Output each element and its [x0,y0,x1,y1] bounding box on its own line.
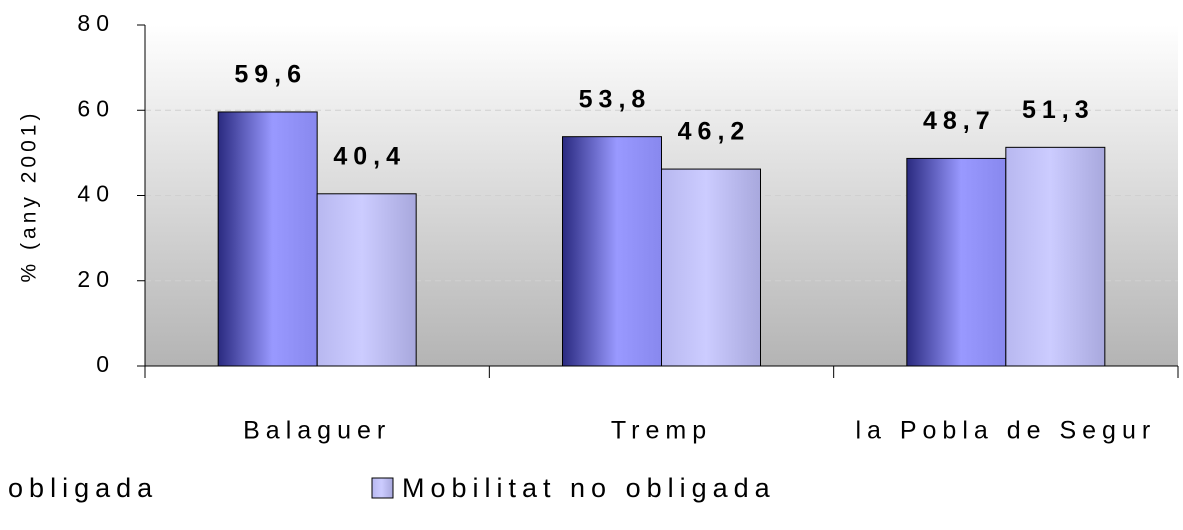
bar [562,136,662,367]
y-axis-label: % (any 2001) [18,110,41,283]
value-label: 51,3 [1022,96,1095,124]
value-label: 40,4 [333,142,406,170]
x-tick-label: Balaguer [243,417,391,445]
bar [906,157,1007,367]
y-tick-label: 60 [77,95,115,121]
value-label: 53,8 [579,85,652,113]
bar [661,168,761,367]
bar [217,111,318,367]
value-label: 59,6 [234,61,307,89]
y-tick-label: 0 [96,351,115,377]
bar [1005,146,1106,367]
legend-label: Mobilitat obligada [0,473,158,503]
y-tick-label: 20 [77,266,115,292]
y-tick-label: 40 [77,181,115,207]
value-label: 46,2 [678,118,751,146]
y-tick-label: 80 [77,10,115,36]
x-tick-label: la Pobla de Segur [855,417,1156,445]
legend-swatch [371,477,394,499]
legend-label: Mobilitat no obligada [402,473,776,503]
bar [316,193,417,367]
x-tick-label: Tremp [611,417,712,445]
value-label: 48,7 [923,107,996,135]
